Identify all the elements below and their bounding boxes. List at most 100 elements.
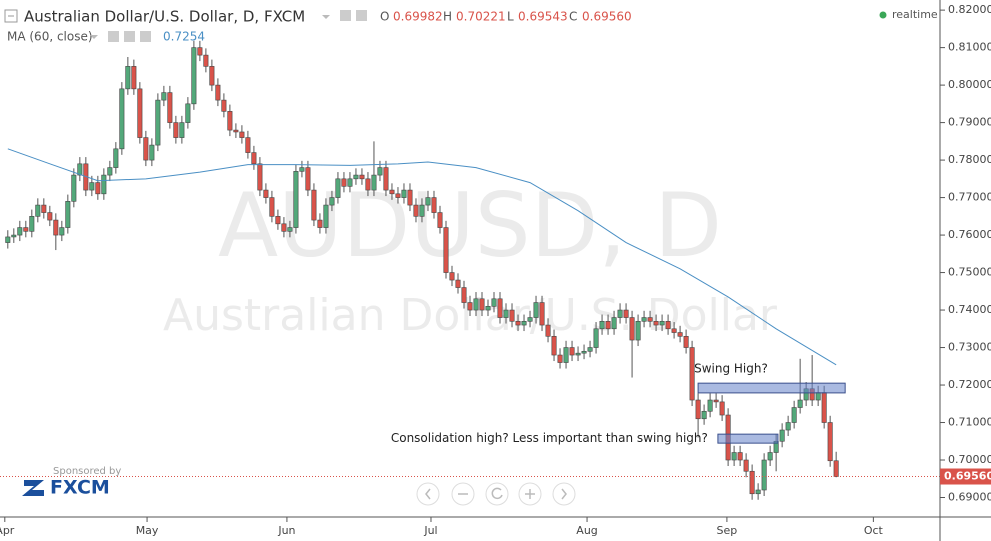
high-label: H bbox=[443, 10, 452, 24]
zone-label: Swing High? bbox=[694, 362, 768, 376]
candle-body bbox=[683, 335, 689, 348]
y-tick-label: 0.74000 bbox=[948, 303, 991, 316]
candle-body bbox=[275, 216, 281, 225]
indicator-hide[interactable] bbox=[124, 31, 135, 42]
title-dropdown[interactable] bbox=[322, 15, 330, 19]
candle-body bbox=[365, 178, 371, 191]
candle-body bbox=[11, 234, 17, 238]
candle-body bbox=[689, 347, 695, 401]
candle-body bbox=[461, 287, 467, 303]
candle-body bbox=[551, 335, 557, 356]
zone-rectangle bbox=[717, 433, 779, 444]
candle-body bbox=[257, 163, 263, 191]
last-price-box bbox=[940, 468, 991, 485]
open-value: 0.69982 bbox=[393, 10, 443, 24]
y-tick-label: 0.79000 bbox=[948, 116, 991, 129]
candle-body bbox=[815, 392, 821, 401]
x-tick-label: Apr bbox=[0, 524, 15, 537]
candle-body bbox=[119, 88, 125, 150]
candle-body bbox=[113, 148, 119, 168]
candle-body bbox=[749, 470, 755, 495]
candle-body bbox=[179, 122, 185, 138]
status-text: realtime bbox=[892, 8, 938, 21]
candle-body bbox=[449, 272, 455, 281]
y-tick-label: 0.76000 bbox=[948, 228, 991, 241]
candle-body bbox=[29, 216, 35, 232]
candle-body bbox=[641, 317, 647, 322]
candle-body bbox=[779, 429, 785, 442]
reset-button[interactable] bbox=[485, 482, 509, 506]
candle-body bbox=[125, 66, 131, 90]
candle-body bbox=[65, 201, 71, 228]
candle-body bbox=[35, 204, 41, 217]
x-tick-label: Sep bbox=[717, 524, 738, 537]
candle-body bbox=[833, 460, 839, 477]
sponsor-caption: Sponsored by bbox=[53, 466, 121, 477]
candle-body bbox=[107, 167, 113, 176]
candle-body bbox=[509, 309, 515, 322]
candle-body bbox=[281, 223, 287, 232]
candle-body bbox=[233, 129, 239, 133]
close-value: 0.69560 bbox=[582, 10, 632, 24]
candle-body bbox=[581, 350, 587, 354]
candle-body bbox=[227, 111, 233, 131]
candle-body bbox=[143, 137, 149, 161]
candle-body bbox=[53, 219, 59, 236]
last-price-label: 0.69560 bbox=[944, 470, 991, 483]
candle-body bbox=[239, 131, 245, 138]
sponsor[interactable]: Sponsored by FXCM bbox=[22, 466, 121, 499]
candle-body bbox=[353, 174, 359, 180]
symbol-icon[interactable] bbox=[4, 9, 18, 23]
candle-body bbox=[299, 167, 305, 172]
candle-body bbox=[761, 459, 767, 491]
candle-body bbox=[341, 178, 347, 187]
indicator-settings[interactable] bbox=[108, 31, 119, 42]
y-tick-label: 0.75000 bbox=[948, 266, 991, 279]
candle-body bbox=[77, 163, 83, 176]
indicator-dropdown[interactable] bbox=[90, 35, 98, 39]
candle-body bbox=[755, 489, 761, 495]
candle-body bbox=[707, 399, 713, 412]
candle-body bbox=[539, 302, 545, 326]
open-label: O bbox=[380, 10, 389, 24]
y-tick-label: 0.80000 bbox=[948, 78, 991, 91]
candle-body bbox=[71, 174, 77, 202]
candle-body bbox=[467, 302, 473, 311]
candle-body bbox=[575, 352, 581, 356]
indicator-remove[interactable] bbox=[140, 31, 151, 42]
hide-icon[interactable] bbox=[356, 10, 367, 21]
candle-body bbox=[137, 88, 143, 138]
candle-body bbox=[221, 99, 227, 112]
zoom-toolbar bbox=[416, 482, 576, 506]
scroll-left-button[interactable] bbox=[416, 482, 440, 506]
y-tick-label: 0.72000 bbox=[948, 378, 991, 391]
zoom-in-icon bbox=[525, 489, 535, 499]
x-tick-label: Jun bbox=[277, 524, 295, 537]
settings-icon[interactable] bbox=[340, 10, 351, 21]
candle-body bbox=[23, 227, 29, 232]
candle-body bbox=[479, 298, 485, 311]
candle-body bbox=[269, 197, 275, 217]
candle-body bbox=[203, 54, 209, 67]
candle-body bbox=[167, 92, 173, 123]
moving-average-line bbox=[7, 148, 837, 366]
indicator-name: MA (60, close) bbox=[7, 30, 93, 44]
candle-body bbox=[209, 66, 215, 86]
x-tick-label: May bbox=[136, 524, 159, 537]
candle-body bbox=[263, 189, 269, 198]
candle-body bbox=[59, 227, 65, 236]
candle-body bbox=[149, 144, 155, 161]
legend-header: Australian Dollar/U.S. Dollar, D, FXCM O… bbox=[4, 8, 938, 44]
scroll-right-button[interactable] bbox=[552, 482, 576, 506]
indicator-value: 0.7254 bbox=[163, 30, 205, 44]
candle-body bbox=[785, 422, 791, 431]
candle-body bbox=[359, 174, 365, 180]
y-tick-label: 0.69000 bbox=[948, 491, 991, 504]
candle-body bbox=[629, 317, 635, 341]
candle-body bbox=[587, 347, 593, 352]
candle-body bbox=[329, 197, 335, 206]
candle-body bbox=[431, 197, 437, 213]
candle-body bbox=[563, 347, 569, 363]
candle-body bbox=[155, 99, 161, 146]
candle-body bbox=[305, 167, 311, 191]
